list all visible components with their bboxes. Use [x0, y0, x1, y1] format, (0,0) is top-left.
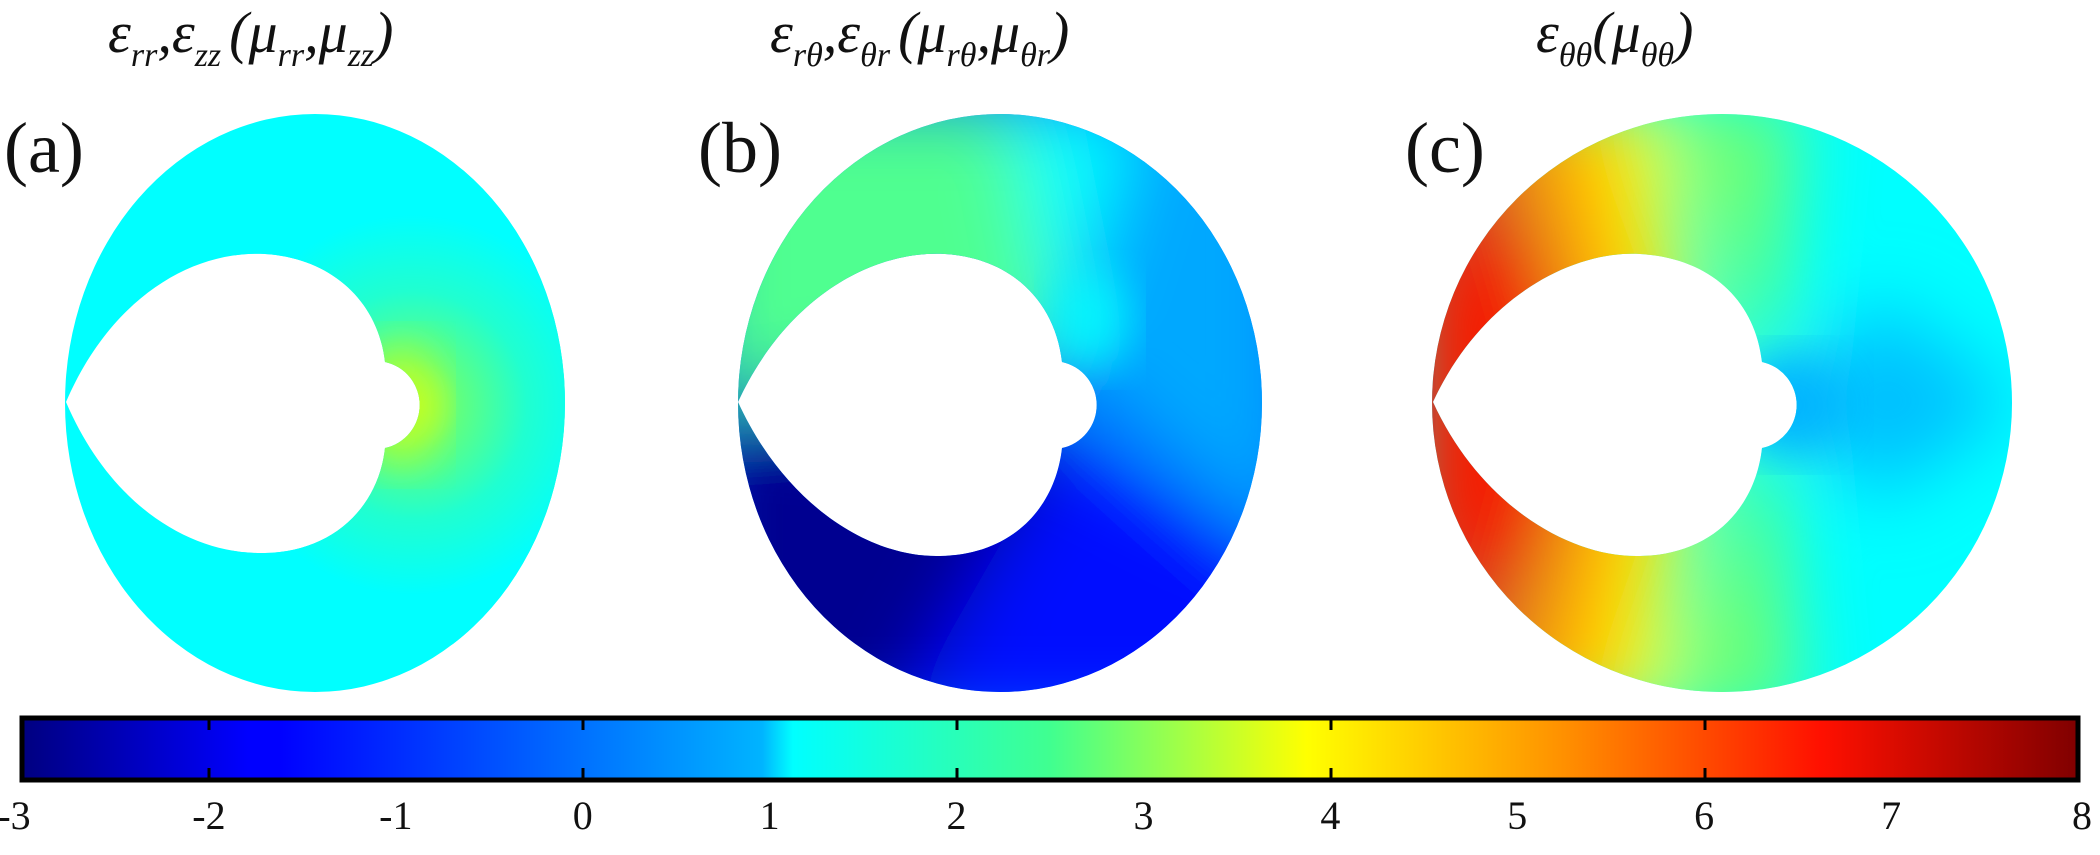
title-symbol: ε	[1536, 0, 1559, 65]
title-symbol: ,μ	[304, 0, 348, 65]
colorbar	[19, 715, 2081, 783]
colorbar-tick-label: 8	[2072, 793, 2092, 838]
title-symbol: ,ε	[157, 0, 195, 65]
colorbar-ticks	[207, 718, 1707, 780]
panel-b-label: (b)	[698, 108, 782, 188]
title-subscript: rθ	[792, 37, 823, 74]
colorbar-tick-label: -3	[0, 793, 31, 838]
title-symbol: ,ε	[822, 0, 861, 65]
title-symbol: ε	[770, 0, 793, 65]
panel-c-plot	[1432, 114, 2012, 692]
title-symbol: ε	[108, 0, 131, 65]
colorbar-tick-label: 2	[946, 793, 967, 838]
colorbar-tick-label: -1	[379, 793, 413, 838]
colorbar-tick-label: 3	[1133, 793, 1154, 838]
panel-b-title: εrθ,εθr (μrθ,μθr)	[770, 4, 1069, 73]
title-subscript: θθ	[1640, 37, 1675, 74]
colorbar-tick-label: 6	[1694, 793, 1715, 838]
title-symbol: )	[374, 0, 394, 65]
panel-a-plot	[65, 114, 565, 692]
title-subscript: zz	[347, 37, 375, 74]
title-symbol: ,μ	[976, 0, 1021, 65]
title-subscript: θr	[1020, 37, 1051, 74]
title-subscript: rr	[130, 37, 158, 74]
colorbar-tick-label: 4	[1320, 793, 1341, 838]
title-symbol: )	[1050, 0, 1070, 65]
panel-c-label: (c)	[1405, 108, 1485, 188]
title-subscript: θr	[860, 37, 891, 74]
title-symbol: (μ	[898, 0, 947, 65]
panel-a-title: εrr,εzz (μrr,μzz)	[108, 4, 393, 73]
colorbar-tick-label: 0	[572, 793, 593, 838]
panel-c-title: εθθ(μθθ)	[1536, 4, 1693, 73]
title-symbol: )	[1674, 0, 1694, 65]
colorbar-gradient	[19, 715, 2081, 783]
title-subscript: rr	[277, 37, 305, 74]
panel-a-label: (a)	[4, 108, 84, 188]
title-subscript: zz	[194, 37, 222, 74]
panel-b-plot	[738, 114, 1262, 692]
title-subscript: θθ	[1558, 37, 1593, 74]
title-symbol: (μ	[229, 0, 278, 65]
colorbar-tick-label: -2	[192, 793, 226, 838]
title-symbol: (μ	[1592, 0, 1641, 65]
colorbar-tick-label: 7	[1881, 793, 1902, 838]
colorbar-tick-label: 1	[759, 793, 780, 838]
colorbar-tick-label: 5	[1507, 793, 1528, 838]
title-subscript: rθ	[946, 37, 977, 74]
